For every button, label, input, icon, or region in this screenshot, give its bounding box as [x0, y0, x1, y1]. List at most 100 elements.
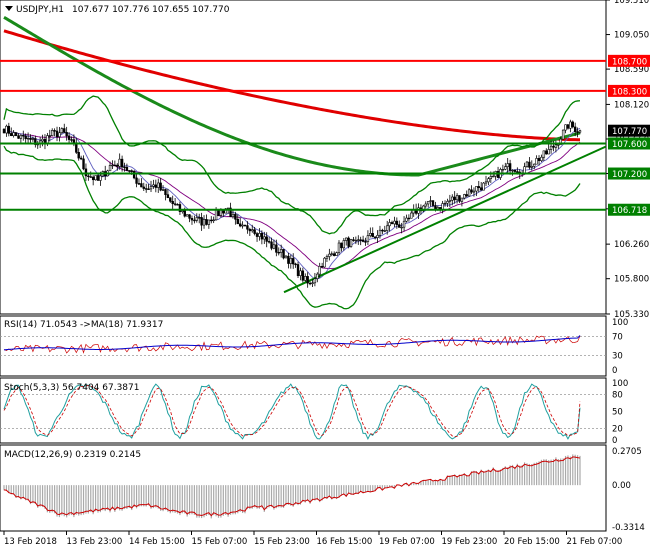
- candle-body: [142, 186, 145, 189]
- candle-body: [84, 168, 88, 177]
- stoch-main-line: [3, 383, 581, 441]
- candle-body: [465, 194, 468, 197]
- candle-body: [313, 278, 317, 284]
- candle-body: [251, 229, 254, 232]
- candle-body: [506, 163, 509, 167]
- candle-body: [458, 195, 461, 202]
- candle-body: [96, 175, 100, 181]
- candle-body: [342, 240, 346, 249]
- stoch-y-tick-label: 80: [612, 390, 623, 400]
- candle-body: [400, 226, 403, 229]
- candle-body: [304, 276, 307, 281]
- candle-body: [554, 144, 558, 148]
- candle-body: [393, 220, 396, 225]
- symbol-label: USDJPY,H1: [16, 5, 64, 15]
- x-tick-label: 19 Feb 07:00: [379, 537, 435, 547]
- support-trendline: [283, 145, 607, 294]
- candle-body: [467, 189, 471, 197]
- candle-body: [55, 130, 59, 138]
- candle-body: [385, 225, 389, 231]
- candle-body: [82, 158, 85, 170]
- candle-body: [381, 229, 384, 232]
- candle-body: [477, 186, 480, 189]
- candle-body: [352, 239, 355, 241]
- candle-body: [402, 220, 406, 228]
- candle-body: [426, 201, 430, 205]
- candle-body: [559, 138, 562, 145]
- candle-body: [578, 130, 582, 133]
- candle-body: [463, 194, 466, 199]
- candle-body: [31, 138, 35, 140]
- candle-body: [537, 158, 541, 162]
- candle-body: [533, 163, 536, 167]
- macd-y-tick-label: 0.2705: [612, 447, 642, 457]
- candle-body: [41, 138, 44, 142]
- candle-body: [318, 265, 321, 275]
- dropdown-triangle-icon[interactable]: [5, 6, 13, 11]
- candle-body: [547, 149, 550, 155]
- candle-body: [359, 239, 362, 241]
- candle-body: [407, 217, 411, 220]
- main-y-tick-label: 105.330: [614, 310, 649, 320]
- candle-body: [292, 258, 295, 265]
- candle-body: [301, 270, 305, 281]
- main-y-tick-label: 109.510: [614, 0, 649, 6]
- candle-body: [361, 239, 365, 242]
- candle-body: [29, 137, 32, 140]
- candle-body: [171, 201, 174, 205]
- candle-body: [395, 220, 399, 225]
- candle-body: [166, 194, 170, 199]
- bollinger-upper-line: [3, 95, 581, 235]
- candle-body: [241, 224, 244, 227]
- candle-body: [226, 207, 230, 210]
- rsi-line: [3, 335, 581, 354]
- macd-header: MACD(12,26,9) 0.2319 0.2145: [4, 450, 141, 460]
- macd-panel: [3, 454, 581, 519]
- level-tag: [608, 167, 650, 180]
- short-ma-line: [3, 128, 581, 270]
- candle-body: [354, 239, 358, 242]
- level-tag-label: 106.718: [612, 206, 647, 216]
- candle-body: [157, 182, 160, 188]
- candle-body: [484, 181, 488, 184]
- stoch-y-tick-label: 50: [612, 408, 623, 418]
- candle-body: [255, 233, 259, 237]
- candle-body: [508, 163, 512, 171]
- candle-body: [125, 166, 129, 171]
- candle-body: [446, 201, 449, 204]
- candle-body: [557, 144, 560, 146]
- candle-body: [540, 156, 543, 162]
- candle-body: [111, 164, 114, 167]
- candle-body: [7, 125, 11, 134]
- candle-body: [448, 199, 452, 202]
- candle-body: [311, 282, 314, 285]
- candle-body: [113, 164, 117, 167]
- candle-body: [542, 150, 546, 158]
- candle-body: [472, 190, 476, 193]
- candle-body: [137, 183, 141, 185]
- rsi-y-tick-label: 70: [612, 332, 623, 342]
- candle-body: [207, 219, 211, 225]
- candle-body: [154, 184, 158, 188]
- candle-body: [451, 196, 454, 201]
- ma-long-red-line: [3, 29, 581, 142]
- candle-body: [453, 196, 456, 201]
- main-y-tick-label: 106.260: [614, 240, 649, 250]
- candle-body: [24, 135, 27, 140]
- candle-body: [545, 150, 548, 155]
- candle-body: [270, 241, 273, 249]
- candle-body: [198, 217, 201, 219]
- candle-body: [335, 252, 338, 256]
- level-tag: [608, 203, 650, 216]
- candle-body: [12, 132, 15, 136]
- x-tick-label: 15 Feb 23:00: [254, 537, 310, 547]
- candle-body: [260, 233, 264, 240]
- level-tag-label: 108.700: [612, 57, 647, 67]
- candle-body: [289, 258, 292, 264]
- candle-body: [277, 251, 280, 254]
- candle-body: [188, 214, 191, 219]
- candle-body: [564, 124, 567, 131]
- stoch-panel: [0, 383, 606, 441]
- main-y-tick-label: 105.800: [614, 275, 649, 285]
- stoch-panel-frame: [0, 377, 607, 444]
